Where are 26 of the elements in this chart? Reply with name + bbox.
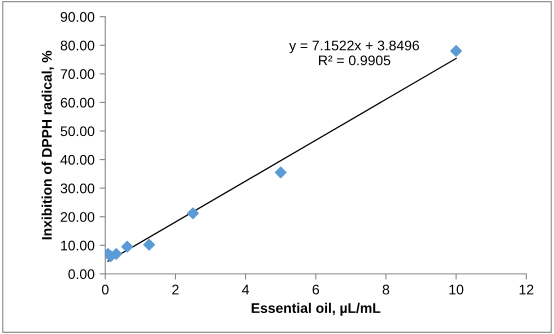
y-tick-label: 40.00 xyxy=(60,154,94,165)
x-tick-label: 10 xyxy=(449,284,464,294)
y-tick-label: 50.00 xyxy=(60,126,94,136)
x-tick-label: 6 xyxy=(312,284,320,294)
x-axis-title: Essential oil, µL/mL xyxy=(252,302,380,316)
point xyxy=(274,166,287,178)
point xyxy=(450,45,462,57)
point xyxy=(121,240,134,253)
point xyxy=(187,207,199,220)
y-tick-label: 20.00 xyxy=(60,212,94,222)
point xyxy=(143,238,156,251)
y-tick-label: 10.00 xyxy=(61,240,94,250)
y-tick-label: 30.00 xyxy=(60,183,94,194)
annotation: y = 7.1522x + 3.8496 xyxy=(289,40,420,54)
y-tick-label: 60.00 xyxy=(60,98,94,108)
y-axis-title: Inxibition of DPPH radical, % xyxy=(42,50,54,240)
x-tick-label: 2 xyxy=(172,284,179,294)
x-tick-label: 0 xyxy=(102,284,109,294)
y-tick-label: 80.00 xyxy=(60,40,94,50)
y-tick-label: 90.00 xyxy=(60,12,94,22)
x-tick-label: 8 xyxy=(382,284,390,294)
x-tick-label: 12 xyxy=(520,284,534,294)
y-tick-label: 70.00 xyxy=(60,69,94,80)
annotation: R² = 0.9905 xyxy=(319,55,390,66)
x-tick-label: 4 xyxy=(242,284,250,294)
y-tick-label: 0.00 xyxy=(68,269,94,280)
